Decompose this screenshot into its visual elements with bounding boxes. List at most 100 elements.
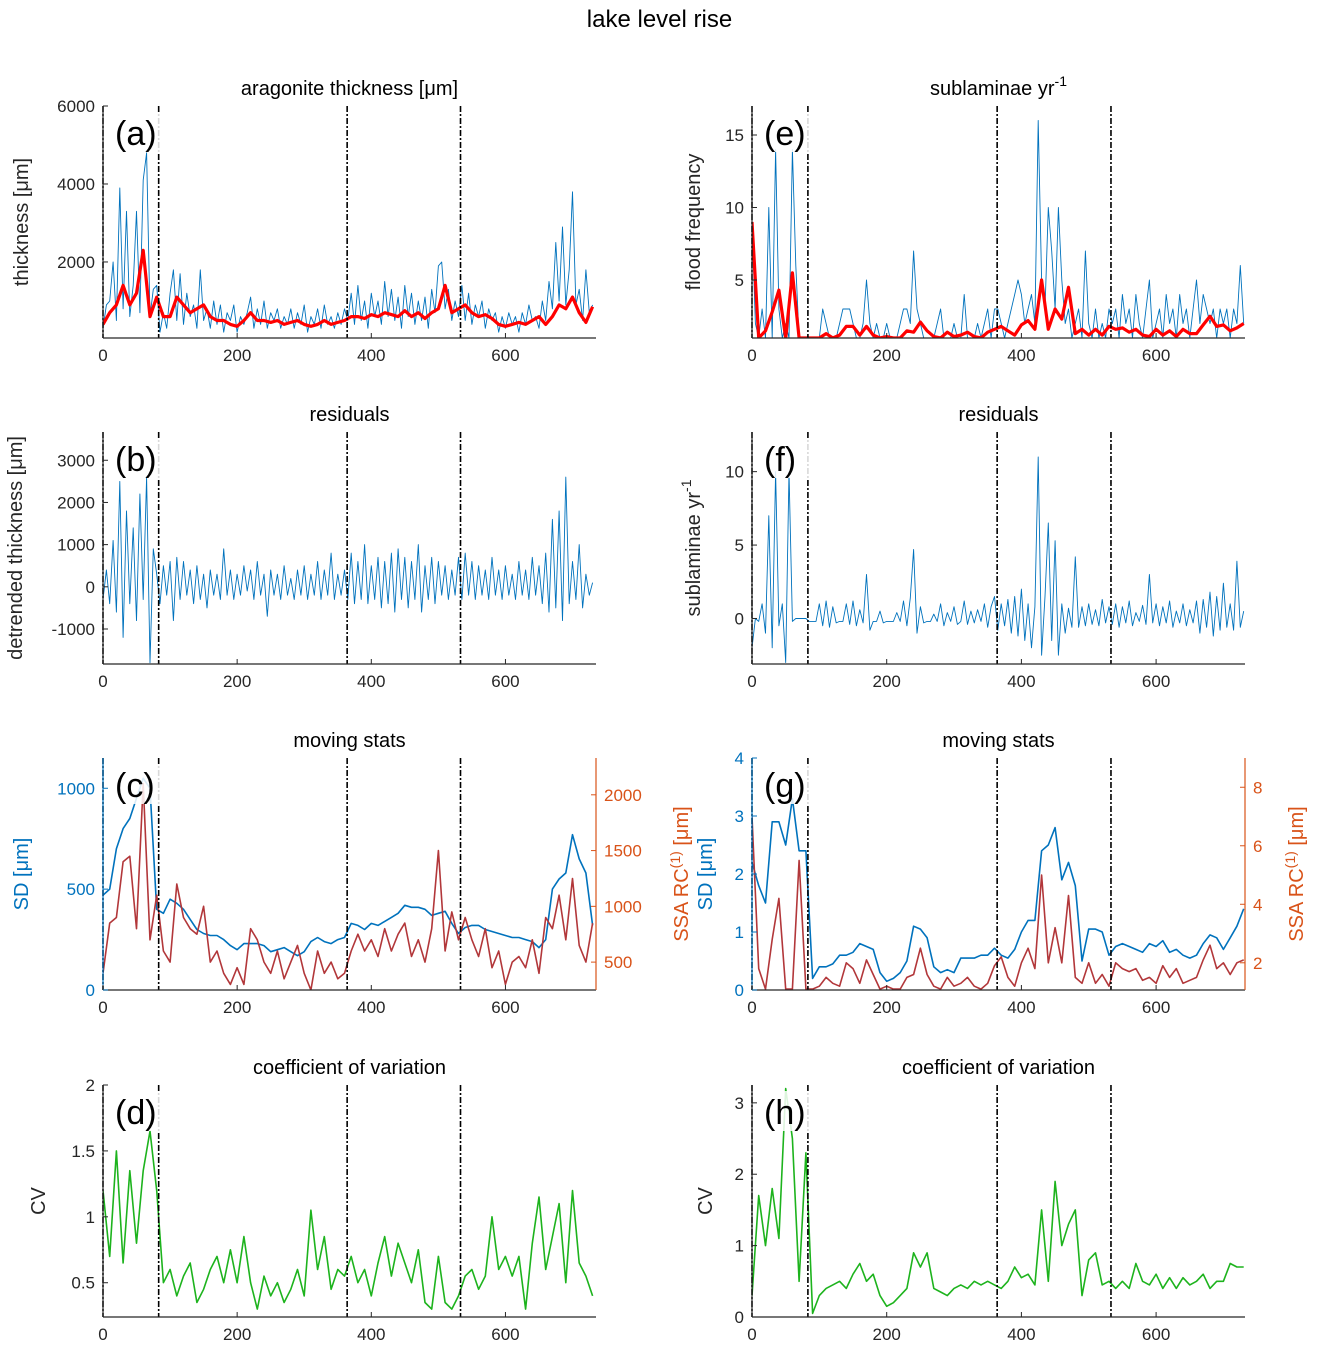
series-line-g-1 [752,816,1245,990]
label-text: CV [28,1186,50,1214]
y-tick-label: -1000 [52,620,95,639]
x-tick-label: 200 [223,672,251,691]
y-tick-label: 0 [735,981,744,1000]
x-tick-label: 200 [873,1325,901,1344]
panel-letter: (c) [115,767,155,805]
x-tick-label: 400 [357,346,385,365]
x-tick-label: 400 [357,1325,385,1344]
y-axis-label: detrended thickness [μm] [5,436,27,660]
y-tick-label: 10 [725,199,744,218]
x-tick-label: 400 [1007,998,1035,1017]
y-axis-label: CV [28,1186,50,1214]
y-tick-label: 0 [735,1308,744,1327]
y-axis-label: SD [μm] [11,838,33,911]
y-tick-label: 2 [86,1076,95,1095]
y-tick-label: 2000 [57,253,95,272]
y-tick-label-right: 4 [1253,895,1262,914]
x-tick-label: 0 [98,998,107,1017]
label-superscript: (1) [1282,851,1298,868]
y-tick-label: 3 [735,1094,744,1113]
x-tick-label: 400 [1007,346,1035,365]
x-tick-label: 600 [1142,1325,1170,1344]
panel-letter: (e) [764,115,806,153]
panel-letter: (b) [115,441,157,479]
y-tick-label-right: 1500 [604,842,642,861]
panel-letter-bg [113,764,161,804]
panel-title: residuals [958,404,1038,426]
x-tick-label: 400 [1007,1325,1035,1344]
x-tick-label: 200 [223,346,251,365]
x-tick-label: 0 [98,346,107,365]
x-tick-label: 0 [747,998,756,1017]
panel-letter-bg [113,112,161,152]
panel-a: (a) 0 200 400 600 2000 4000 6000 aragonite thick… [11,78,596,365]
label-text: sublaminae yr [683,492,705,617]
label-part: SSA RC [671,868,693,941]
label-text: SD [μm] [695,838,717,911]
y-axis-label: SD [μm] [695,838,717,911]
y-tick-label: 4 [735,749,744,768]
label-part: SSA RC [1286,868,1308,941]
panel-letter-bg [113,438,161,478]
x-tick-label: 600 [1142,998,1170,1017]
x-tick-label: 600 [1142,672,1170,691]
y-tick-label: 1 [86,1208,95,1227]
x-tick-label: 0 [98,1325,107,1344]
y-axis-label-right: SSA RC(1) [μm] [1282,806,1308,941]
label-part: [μm] [1286,806,1308,851]
title-text: moving stats [293,730,405,752]
y-tick-label: 10 [725,463,744,482]
y-tick-label: 1000 [57,536,95,555]
y-tick-label-right: 2 [1253,954,1262,973]
y-tick-label: 5 [735,271,744,290]
x-tick-label: 0 [98,672,107,691]
panel-e: (e) 0 200 400 600 5 10 15 sublaminae yr-1 flood f… [683,73,1245,365]
y-tick-label: 15 [725,126,744,145]
y-tick-label: 2000 [57,493,95,512]
x-tick-label: 600 [491,672,519,691]
series-line-f-0 [752,456,1245,663]
title-text: sublaminae yr [930,78,1055,100]
y-tick-label: 1 [735,923,744,942]
panel-letter-bg [762,1091,810,1131]
series-line-b-0 [103,476,594,664]
y-tick-label: 5 [735,536,744,555]
y-tick-label: 4000 [57,175,95,194]
y-tick-label-right: 1000 [604,897,642,916]
x-tick-label: 400 [357,998,385,1017]
y-tick-label: 6000 [57,97,95,116]
panel-title: coefficient of variation [253,1057,446,1079]
y-tick-label-right: 6 [1253,837,1262,856]
x-tick-label: 0 [747,672,756,691]
panel-letter-bg [762,438,810,478]
label-text: flood frequency [683,154,705,291]
panel-letter: (h) [764,1094,806,1132]
panel-letter-bg [762,764,810,804]
x-tick-label: 200 [873,998,901,1017]
y-tick-label-right: 8 [1253,778,1262,797]
y-tick-label: 0 [86,981,95,1000]
title-text: coefficient of variation [902,1057,1095,1079]
y-tick-label: 1000 [57,779,95,798]
panel-letter-bg [762,112,810,152]
label-part: [μm] [671,806,693,851]
panel-title: sublaminae yr-1 [930,73,1067,100]
y-tick-label: 0.5 [71,1274,95,1293]
x-tick-label: 400 [357,672,385,691]
x-tick-label: 200 [223,1325,251,1344]
x-tick-label: 200 [873,346,901,365]
title-text: coefficient of variation [253,1057,446,1079]
panel-letter: (a) [115,115,157,153]
x-tick-label: 600 [491,1325,519,1344]
panel-letter: (f) [764,441,796,479]
panel-title: coefficient of variation [902,1057,1095,1079]
panel-g: (g) 0 200 400 600 0 1 2 3 4 2 4 6 8 SSA RC(1) [μm] movi… [695,730,1308,1017]
title-text: residuals [309,404,389,426]
x-tick-label: 0 [747,346,756,365]
y-axis-label: CV [695,1186,717,1214]
panel-b: (b) 0 200 400 600 -1000 0 1000 2000 3000 residuals… [5,404,596,691]
y-tick-label: 3000 [57,451,95,470]
panel-letter-bg [113,1091,161,1131]
x-tick-label: 400 [1007,672,1035,691]
